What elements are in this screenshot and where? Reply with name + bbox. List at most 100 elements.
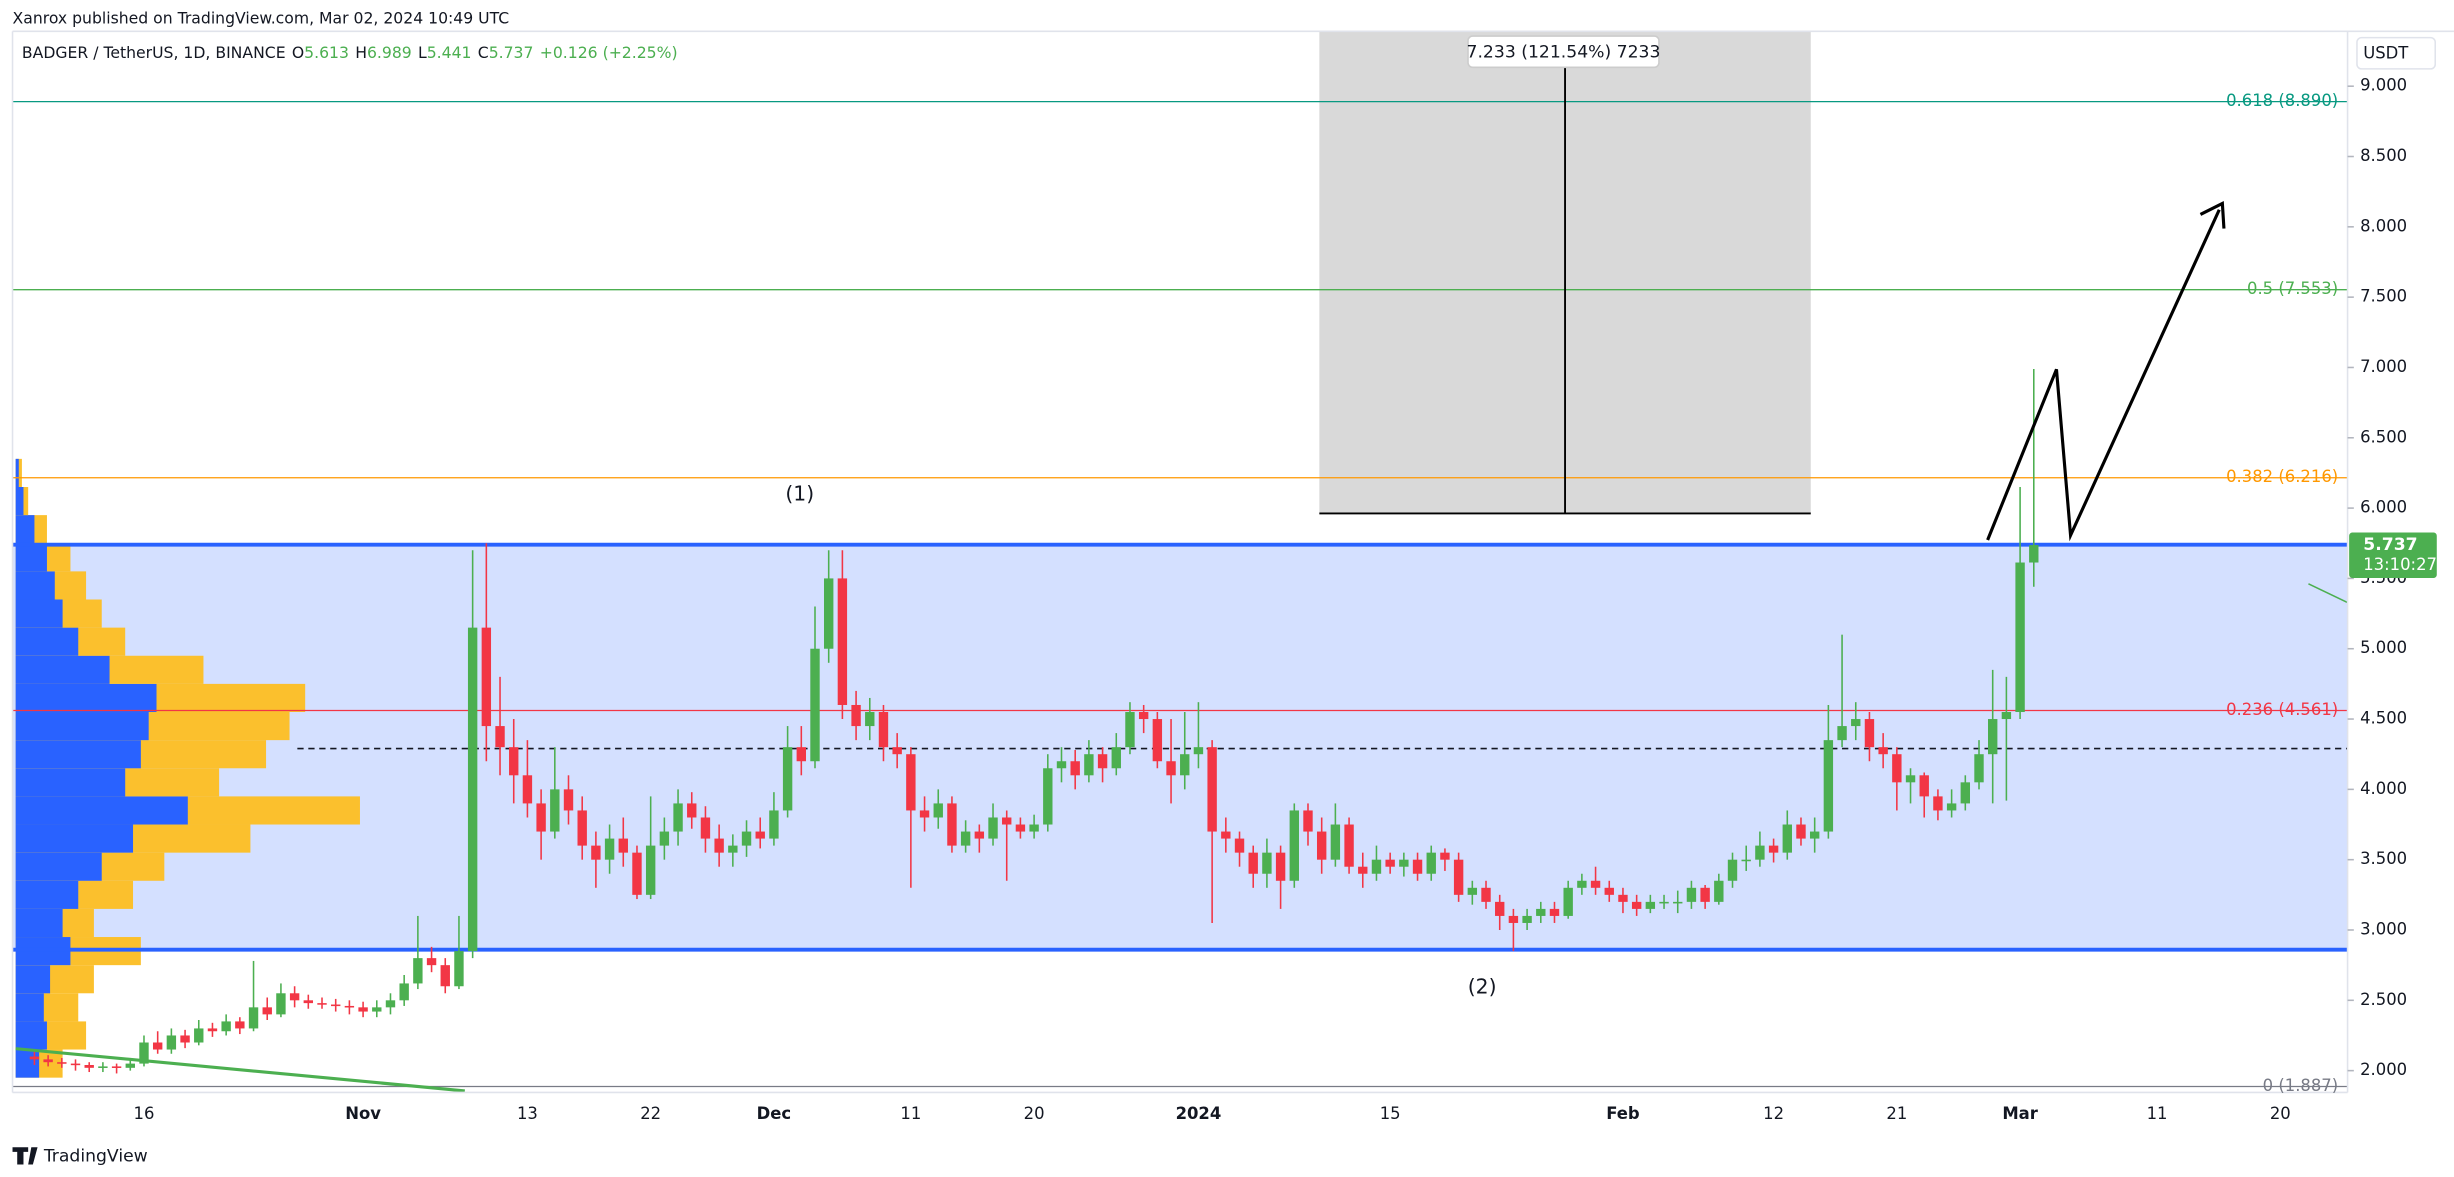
candle-body	[1905, 775, 1916, 783]
unit: USDT	[2363, 44, 2409, 63]
candle-body	[98, 1066, 108, 1068]
candle-body	[947, 803, 957, 846]
candle-body	[1399, 859, 1409, 867]
candle-body	[1138, 712, 1149, 720]
candle-body	[1056, 761, 1067, 769]
ohlc-letter: C	[478, 43, 489, 62]
candle-body	[1002, 817, 1012, 825]
fib-label: 0.382 (6.216)	[2226, 467, 2338, 486]
candle-body	[1180, 754, 1190, 776]
volume-buy	[15, 740, 141, 769]
candle-body	[331, 1004, 341, 1007]
publisher: Xanrox published on TradingView.com, Mar…	[13, 8, 510, 27]
candle-body	[180, 1035, 190, 1043]
candle-body	[1440, 852, 1450, 860]
candle-body	[1960, 782, 1971, 804]
brand-logo	[12, 1147, 38, 1165]
y-tick-label: 2.500	[2360, 990, 2407, 1009]
candle-body	[563, 789, 574, 811]
candle-body	[454, 951, 464, 987]
x-tick-label: 13	[517, 1104, 538, 1123]
fib-label: 0 (1.887)	[2263, 1076, 2339, 1095]
volume-buy	[15, 712, 149, 741]
candle-body	[1344, 824, 1354, 867]
candle-body	[303, 1000, 314, 1004]
candle-body	[289, 993, 300, 1001]
candle-body	[317, 1003, 327, 1005]
candle-body	[1070, 761, 1080, 776]
volume-buy	[15, 824, 134, 853]
ohlc-value: 6.989	[367, 43, 412, 62]
candle-body	[221, 1021, 231, 1032]
volume-buy	[15, 627, 79, 656]
candle-body	[125, 1063, 135, 1068]
wave-label: (2)	[1468, 975, 1497, 999]
candle-body	[1467, 887, 1478, 895]
volume-buy	[15, 852, 102, 881]
candle-body	[728, 845, 738, 853]
measure-label: 7.233 (121.54%) 7233	[1467, 42, 1661, 62]
y-tick-label: 9.000	[2360, 76, 2407, 95]
candle-body	[618, 838, 628, 853]
symbol: BADGER / TetherUS, 1D, BINANCE	[22, 43, 286, 62]
candle-body	[769, 810, 779, 839]
x-tick-label: 20	[1024, 1104, 1045, 1123]
volume-buy	[15, 1021, 47, 1050]
candle-body	[1604, 887, 1614, 895]
candle-body	[1919, 775, 1929, 797]
candle-body	[687, 803, 697, 818]
volume-buy	[15, 965, 51, 994]
y-tick-label: 2.000	[2360, 1060, 2407, 1079]
candle-body	[1864, 719, 1875, 748]
ohlc-value: 5.441	[427, 43, 472, 62]
candle-body	[1755, 845, 1765, 860]
candle-body	[1385, 859, 1395, 867]
candle-body	[399, 983, 409, 1001]
background-layer	[12, 101, 2348, 1088]
y-tick-label: 6.500	[2360, 427, 2407, 446]
x-tick-label: 16	[134, 1104, 155, 1123]
candle-body	[1563, 887, 1573, 916]
axis-layer: 0.618 (8.890) 0.5 (7.553) 0.382 (6.216) 0.2…	[134, 76, 2437, 1123]
candle-body	[1686, 887, 1697, 902]
candle-body	[1330, 824, 1341, 860]
candle-body	[837, 578, 848, 705]
price-label-box	[2349, 532, 2437, 578]
arrow-head	[2199, 201, 2226, 229]
candle-body	[1590, 880, 1601, 888]
candle-body	[1549, 908, 1560, 916]
candle-body	[1741, 859, 1751, 862]
candle-body	[194, 1028, 204, 1043]
candle-body	[1193, 747, 1204, 755]
candle-body	[632, 852, 642, 895]
candle-body	[933, 803, 943, 818]
candle-body	[1221, 831, 1231, 839]
x-tick-label: 22	[640, 1104, 661, 1123]
candle-body	[1358, 866, 1368, 874]
y-tick-label: 6.000	[2360, 498, 2407, 517]
candle-body	[1248, 852, 1258, 874]
candle-body	[892, 747, 902, 755]
candle-body	[43, 1059, 53, 1063]
volume-buy	[15, 599, 63, 628]
x-tick-label: Nov	[345, 1104, 381, 1123]
change: +0.126 (+2.25%)	[540, 43, 678, 62]
candle-body	[1522, 915, 1532, 923]
candle-body	[659, 831, 670, 846]
candle-body	[1412, 859, 1423, 874]
y-tick-label: 8.500	[2360, 146, 2407, 165]
candle-body	[577, 810, 587, 846]
x-tick-label: Feb	[1606, 1104, 1640, 1123]
volume-buy	[15, 543, 47, 572]
candle-body	[1152, 719, 1163, 762]
candle-body	[358, 1007, 368, 1012]
candle-body	[1234, 838, 1245, 853]
price-label: 5.737	[2363, 535, 2417, 555]
candle-body	[1700, 887, 1710, 902]
candle-body	[1371, 859, 1382, 874]
candle-body	[988, 817, 998, 839]
candle-body	[1275, 852, 1286, 881]
candle-body	[1084, 754, 1094, 776]
candle-body	[344, 1005, 355, 1008]
